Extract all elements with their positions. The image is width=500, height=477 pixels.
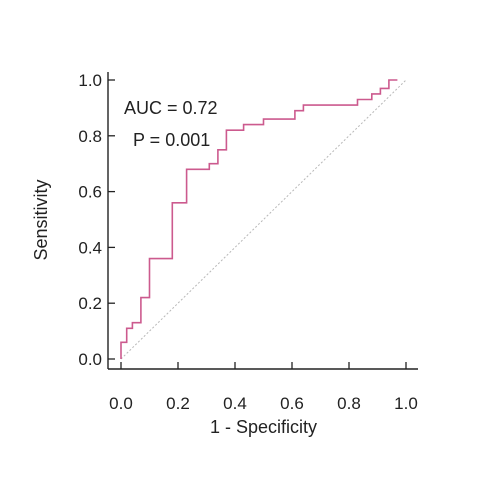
y-tick-label: 0.6 [78,183,102,202]
x-tick-label: 0.8 [337,394,361,413]
p-value-annotation: P = 0.001 [133,130,210,150]
y-axis-label: Sensitivity [31,179,51,260]
x-tick-label: 0.2 [166,394,190,413]
y-tick-label: 0.2 [78,294,102,313]
roc-curve-line [120,79,398,359]
tick-marks [108,79,407,369]
x-tick-label: 0.4 [223,394,247,413]
y-tick-label: 0.0 [78,350,102,369]
x-tick-label: 0.0 [109,394,133,413]
y-tick-label: 1.0 [78,71,102,90]
x-axis-label: 1 - Specificity [210,417,317,437]
axes [107,72,418,370]
reference-diagonal-line [120,79,407,360]
x-tick-label: 1.0 [394,394,418,413]
y-tick-label: 0.8 [78,127,102,146]
x-tick-label: 0.6 [280,394,304,413]
auc-annotation: AUC = 0.72 [124,98,218,118]
y-tick-label: 0.4 [78,238,102,257]
